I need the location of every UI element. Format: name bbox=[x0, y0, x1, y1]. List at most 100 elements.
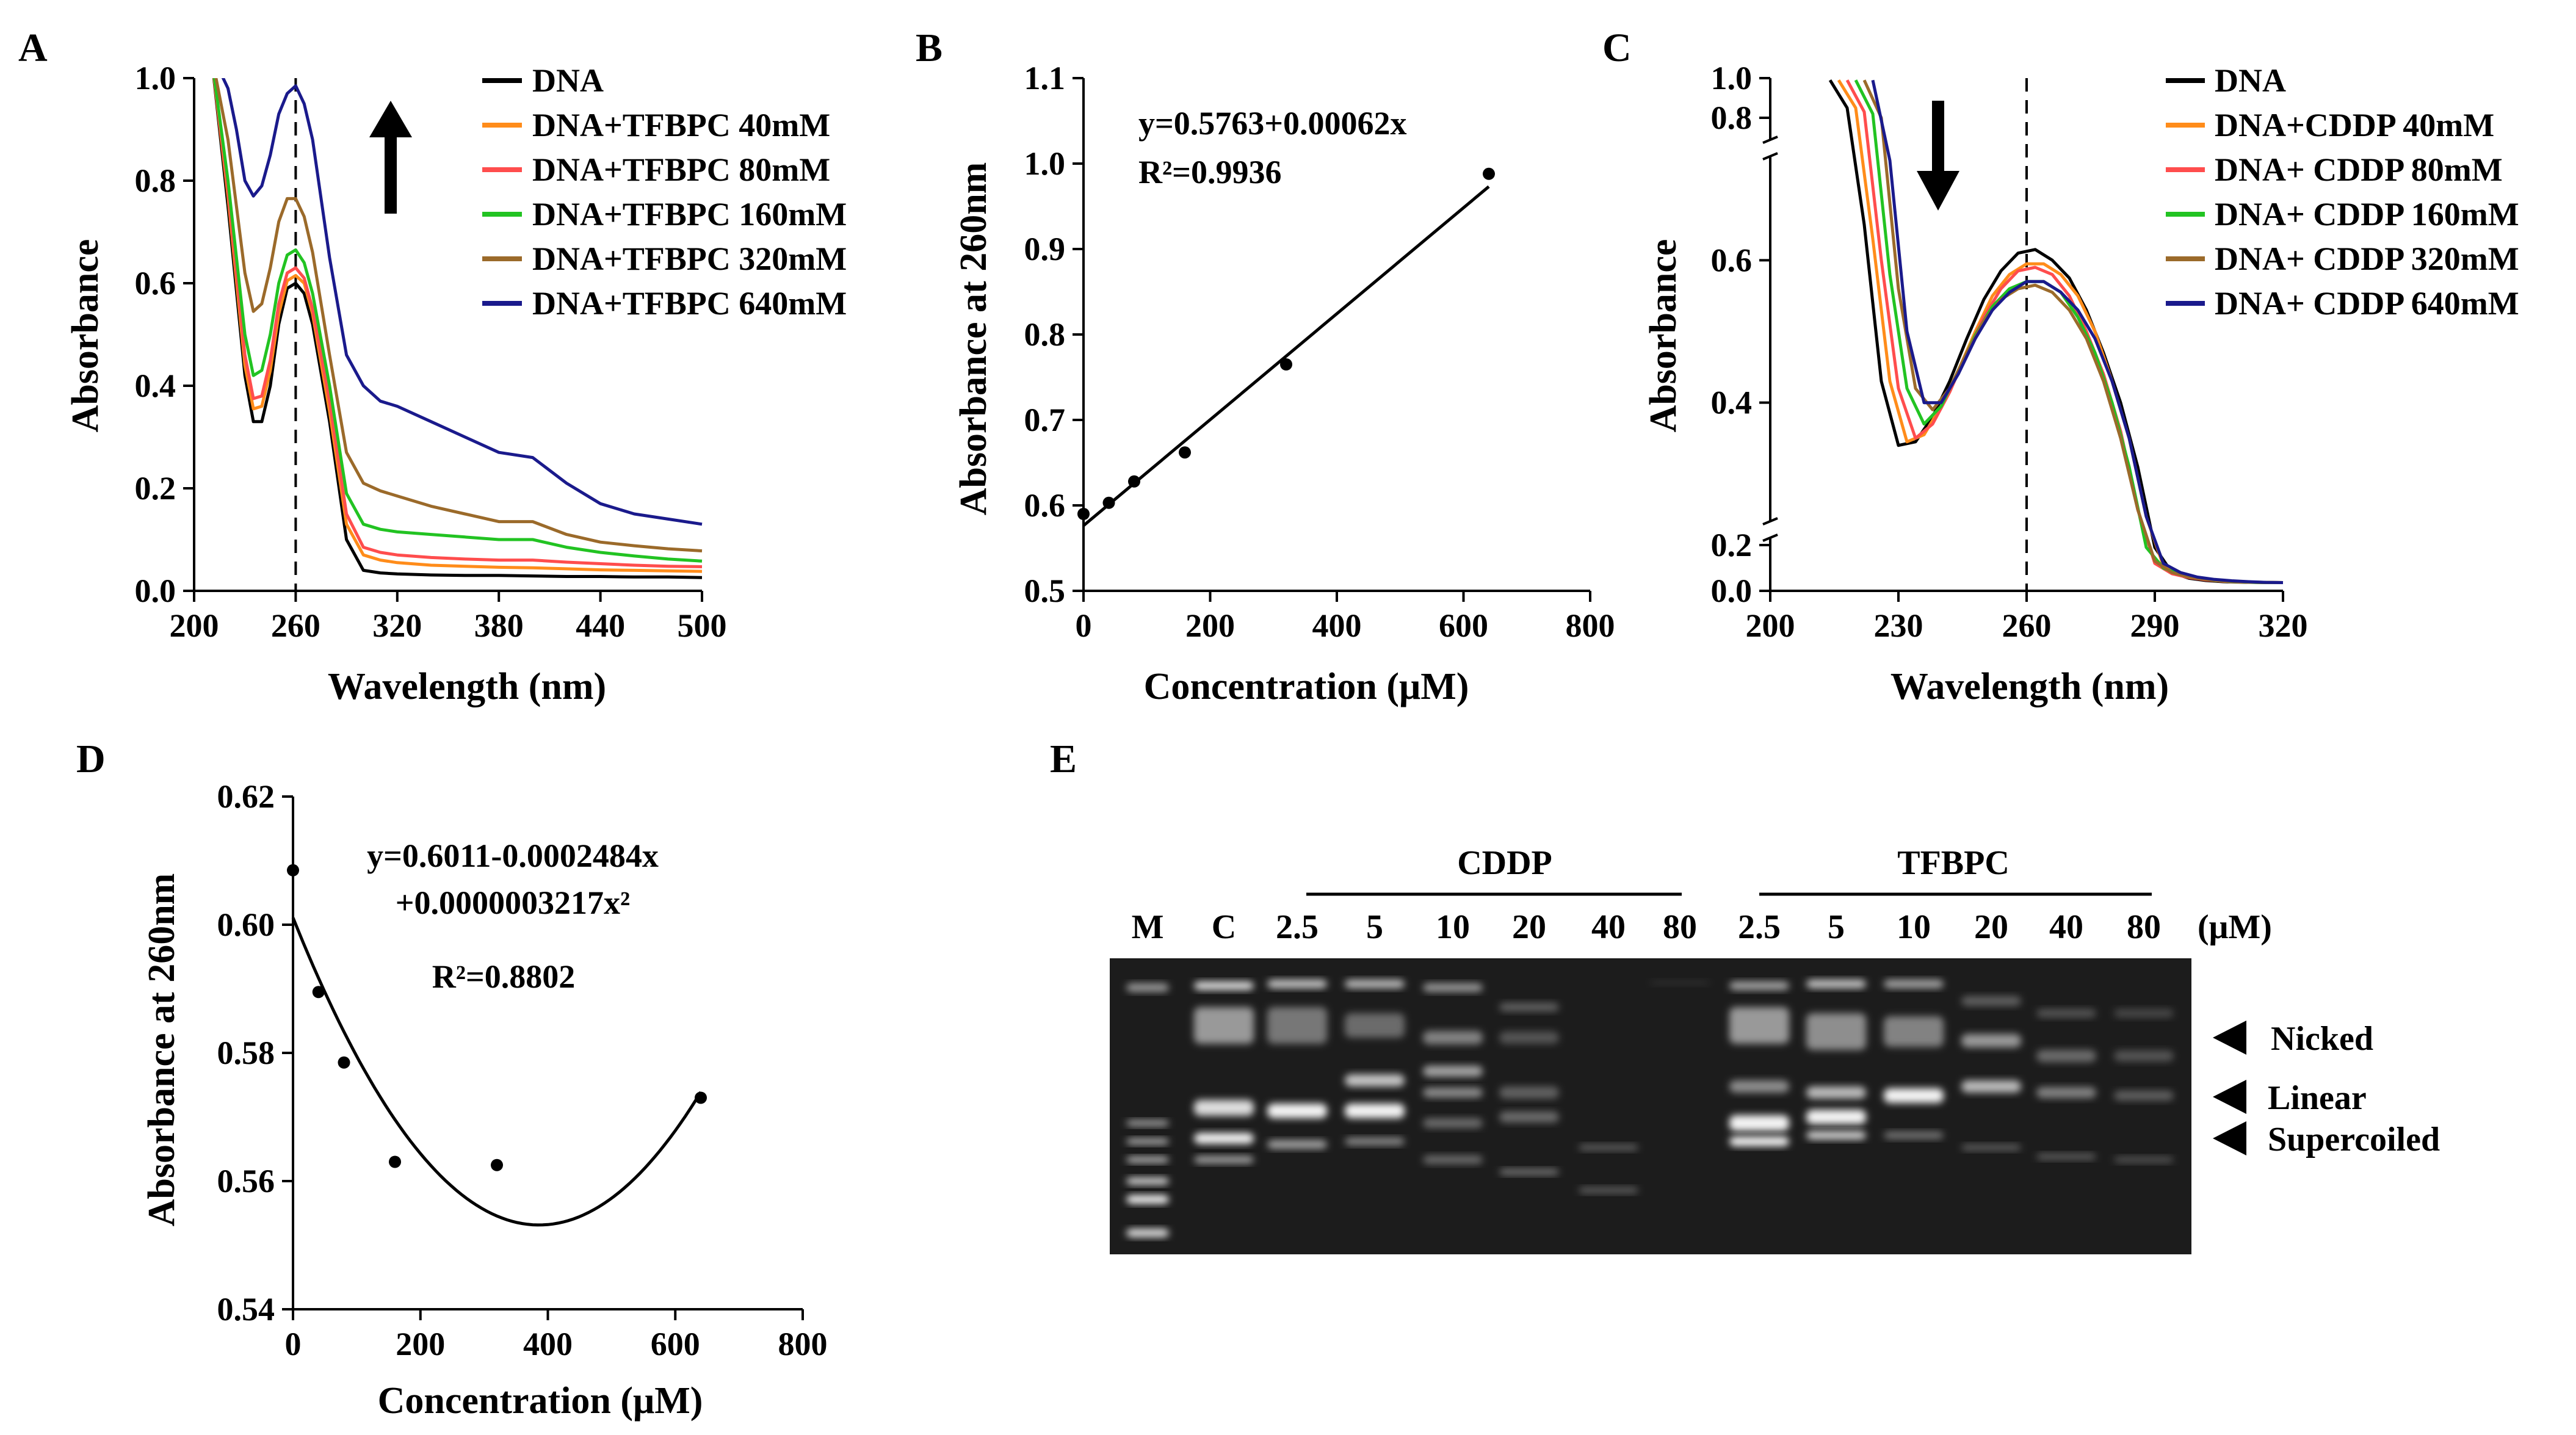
gel-band bbox=[1267, 1140, 1327, 1149]
panel-c-xtick-label: 260 bbox=[2002, 607, 2052, 644]
gel-band bbox=[1345, 1104, 1405, 1118]
panel-a-xtick-label: 440 bbox=[576, 607, 625, 644]
panel-a-xlabel: Wavelength (nm) bbox=[328, 666, 606, 707]
panel-b-ytick-label: 0.6 bbox=[1024, 487, 1066, 524]
linear-pointer-icon bbox=[2213, 1080, 2246, 1114]
panel-d-equation-line2: +0.0000003217x² bbox=[396, 884, 630, 921]
gel-band bbox=[1126, 1157, 1169, 1163]
panel-c-xtick-label: 230 bbox=[1874, 607, 1923, 644]
panel-c-legend-label: DNA+ CDDP 160mM bbox=[2215, 196, 2519, 233]
panel-c-ytick-label: 0.4 bbox=[1711, 385, 1753, 421]
panel-b-data-point bbox=[1077, 508, 1090, 520]
panel-b-fit-line bbox=[1082, 185, 1490, 527]
panel-a-series-line bbox=[212, 78, 703, 573]
band-label-supercoiled: Supercoiled bbox=[2268, 1121, 2440, 1158]
panel-a-legend-label: DNA bbox=[532, 62, 604, 99]
group-label-cddp: CDDP bbox=[1457, 844, 1552, 882]
band-label-nicked: Nicked bbox=[2271, 1020, 2373, 1058]
gel-band bbox=[1423, 1066, 1483, 1077]
gel-band bbox=[2114, 1157, 2174, 1163]
gel-band bbox=[1194, 1133, 1254, 1144]
panel-b-plot: 0.5 0.6 0.7 0.8 0.9 1.0 1.1 0 200 400 600 800 bbox=[1024, 60, 1615, 644]
gel-lane-label: 2.5 bbox=[1738, 908, 1781, 946]
panel-a-legend-label: DNA+TFBPC 40mM bbox=[532, 107, 830, 143]
panel-b-xtick-label: 800 bbox=[1566, 607, 1615, 644]
gel-lane-label: 5 bbox=[1366, 908, 1383, 946]
panel-a-legend-label: DNA+TFBPC 320mM bbox=[532, 240, 847, 277]
gel-band bbox=[1345, 1138, 1405, 1145]
band-marker-supercoiled: Supercoiled bbox=[2213, 1121, 2440, 1158]
gel-band bbox=[2036, 1050, 2096, 1062]
gel-band bbox=[1423, 1031, 1483, 1044]
panel-a-ytick-label: 0.4 bbox=[135, 367, 176, 404]
panel-c-axis-break-mark bbox=[1762, 517, 1778, 526]
gel-band bbox=[1423, 1155, 1483, 1164]
gel-band bbox=[1499, 1032, 1559, 1044]
panel-b-ytick-label: 1.0 bbox=[1024, 145, 1066, 182]
gel-band bbox=[2036, 1154, 2096, 1160]
gel-band bbox=[1126, 1195, 1169, 1204]
panel-a-xtick-label: 260 bbox=[271, 607, 320, 644]
gel-lane-label: 20 bbox=[1974, 908, 2008, 946]
panel-d-r2: R²=0.8802 bbox=[432, 958, 575, 995]
panel-letter-c: C bbox=[1602, 26, 1632, 70]
panel-d-data-point bbox=[389, 1155, 401, 1168]
panel-c-legend-label: DNA+ CDDP 640mM bbox=[2215, 285, 2519, 322]
gel-band bbox=[1650, 980, 1710, 985]
gel-band bbox=[1884, 980, 1944, 988]
gel-band bbox=[1806, 1013, 1866, 1050]
panel-a-xtick-label: 200 bbox=[170, 607, 219, 644]
gel-lane-label: 10 bbox=[1436, 908, 1470, 946]
supercoiled-pointer-icon bbox=[2213, 1121, 2246, 1155]
panel-c-plot: 0.0 0.2 0.4 0.6 0.81.0 200 230 260 290 320 bbox=[1711, 60, 2308, 644]
panel-a-legend-label: DNA+TFBPC 640mM bbox=[532, 285, 847, 322]
panel-c-axis-break-mark bbox=[1762, 136, 1778, 144]
panel-a-ylabel: Absorbance bbox=[65, 239, 106, 433]
panel-d-plot: 0.54 0.56 0.58 0.60 0.62 0 200 400 600 800 bbox=[217, 778, 828, 1362]
gel-band bbox=[2036, 1087, 2096, 1098]
gel-band bbox=[1194, 981, 1254, 990]
gel-band bbox=[1729, 1137, 1789, 1146]
gel-band bbox=[1806, 1086, 1866, 1099]
gel-lane-label: C bbox=[1212, 908, 1236, 946]
panel-c-legend-label: DNA+ CDDP 80mM bbox=[2215, 151, 2503, 188]
panel-b-data-point bbox=[1128, 475, 1140, 488]
gel-band bbox=[1499, 1086, 1559, 1099]
panel-b-data-point bbox=[1179, 446, 1191, 459]
panel-d-ytick-label: 0.58 bbox=[217, 1035, 275, 1071]
panel-d-data-point bbox=[287, 864, 299, 877]
panel-a-legend-label: DNA+TFBPC 80mM bbox=[532, 151, 830, 188]
gel-lane-labels: M C 2.5 5 10 20 40 80 2.5 5 10 20 40 80 bbox=[1132, 908, 2161, 946]
gel-band bbox=[1345, 1074, 1405, 1086]
panel-a-xtick-label: 500 bbox=[678, 607, 727, 644]
nicked-pointer-icon bbox=[2213, 1021, 2246, 1055]
panel-letter-b: B bbox=[916, 26, 942, 70]
panel-a-xtick-label: 380 bbox=[474, 607, 524, 644]
gel-band bbox=[1961, 1144, 2021, 1151]
panel-a-legend: DNA DNA+TFBPC 40mM DNA+TFBPC 80mM DNA+TFBPC… bbox=[482, 62, 847, 322]
gel-band bbox=[1267, 1007, 1327, 1044]
gel-bands bbox=[1126, 980, 2174, 1237]
panel-b-xtick-label: 200 bbox=[1185, 607, 1235, 644]
gel-band bbox=[1126, 1120, 1169, 1126]
panel-c-xtick-label: 290 bbox=[2130, 607, 2180, 644]
panel-a-legend-label: DNA+TFBPC 160mM bbox=[532, 196, 847, 233]
band-marker-linear: Linear bbox=[2213, 1079, 2367, 1117]
gel-band bbox=[1345, 980, 1405, 988]
gel-band bbox=[1499, 1169, 1559, 1175]
gel-lane-label: M bbox=[1132, 908, 1164, 946]
gel-lane-label: 40 bbox=[1591, 908, 1626, 946]
gel-band bbox=[1729, 981, 1789, 990]
panel-d-xtick-label: 800 bbox=[778, 1326, 828, 1362]
panel-c-ylabel: Absorbance bbox=[1643, 239, 1684, 433]
group-label-tfbpc: TFBPC bbox=[1897, 844, 2010, 882]
panel-a-series-line bbox=[214, 78, 703, 552]
panel-a-plot: 0.0 0.2 0.4 0.6 0.8 1.0 200 260 320 380 440 500 bbox=[135, 60, 727, 644]
gel-lane-label: 80 bbox=[2127, 908, 2161, 946]
gel-band bbox=[1961, 1034, 2021, 1047]
gel-band bbox=[1423, 1088, 1483, 1097]
gel-lane-label: 40 bbox=[2049, 908, 2083, 946]
gel-band bbox=[1499, 1003, 1559, 1011]
panel-b-equation: y=0.5763+0.00062x bbox=[1138, 105, 1407, 142]
